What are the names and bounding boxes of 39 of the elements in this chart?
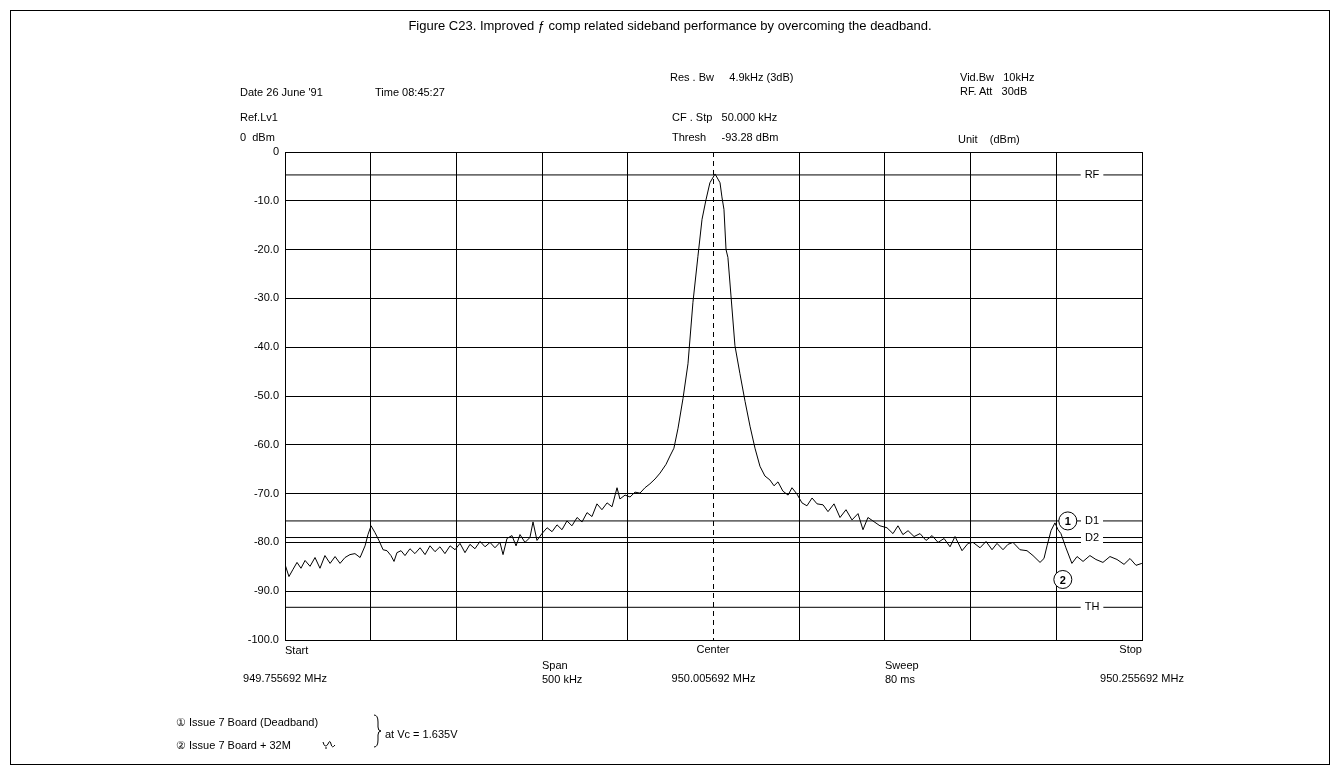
- x-tick-label: 950.255692 MHz: [1100, 671, 1184, 684]
- text: Stop: [1119, 642, 1142, 656]
- y-tick-label: -30.0: [253, 291, 279, 304]
- y-tick-label: -40.0: [253, 340, 279, 353]
- text: Sweep 80 ms: [885, 658, 919, 686]
- text: Date 26 June '91: [240, 85, 323, 99]
- y-tick-label: -10.0: [253, 193, 279, 206]
- annotation: 2: [1059, 573, 1066, 586]
- text: RF. Att 30dB: [960, 84, 1028, 98]
- y-tick-label: -90.0: [253, 584, 279, 597]
- ref-line-label: RF: [1084, 167, 1100, 180]
- ref-line-label: D2: [1084, 530, 1100, 543]
- ref-line-label: D1: [1084, 513, 1100, 526]
- y-tick-label: -60.0: [253, 437, 279, 450]
- text: Unit (dBm): [958, 132, 1020, 146]
- text: Center: [696, 642, 730, 656]
- text: ② Issue 7 Board + 32M: [176, 738, 291, 752]
- text: Time 08:45:27: [375, 85, 445, 99]
- text: Ref.Lv1: [240, 110, 278, 124]
- y-tick-label: -80.0: [253, 535, 279, 548]
- chart-title: Figure C23. Improved ƒ comp related sideband performance by overcoming the deadband.: [407, 18, 933, 33]
- y-tick-label: -100.0: [247, 633, 279, 646]
- text: Thresh -93.28 dBm: [672, 130, 779, 144]
- annotation: 1: [1064, 514, 1071, 527]
- y-tick-label: -50.0: [253, 389, 279, 402]
- text: Vid.Bw 10kHz: [960, 70, 1035, 84]
- y-tick-label: -20.0: [253, 242, 279, 255]
- text: ① Issue 7 Board (Deadband): [176, 715, 319, 729]
- text: Res . Bw 4.9kHz (3dB): [670, 70, 794, 84]
- text: 0 dBm: [240, 130, 275, 144]
- x-tick-label: 949.755692 MHz: [243, 671, 327, 684]
- x-tick-label: 950.005692 MHz: [671, 671, 756, 684]
- y-tick-label: -70.0: [253, 486, 279, 499]
- text: Span 500 kHz: [542, 658, 583, 686]
- text: Start: [285, 643, 309, 657]
- ref-line-label: TH: [1084, 600, 1100, 613]
- text: at Vc = 1.635V: [385, 727, 458, 741]
- text: CF . Stp 50.000 kHz: [672, 110, 778, 124]
- y-tick-label: 0: [272, 145, 279, 158]
